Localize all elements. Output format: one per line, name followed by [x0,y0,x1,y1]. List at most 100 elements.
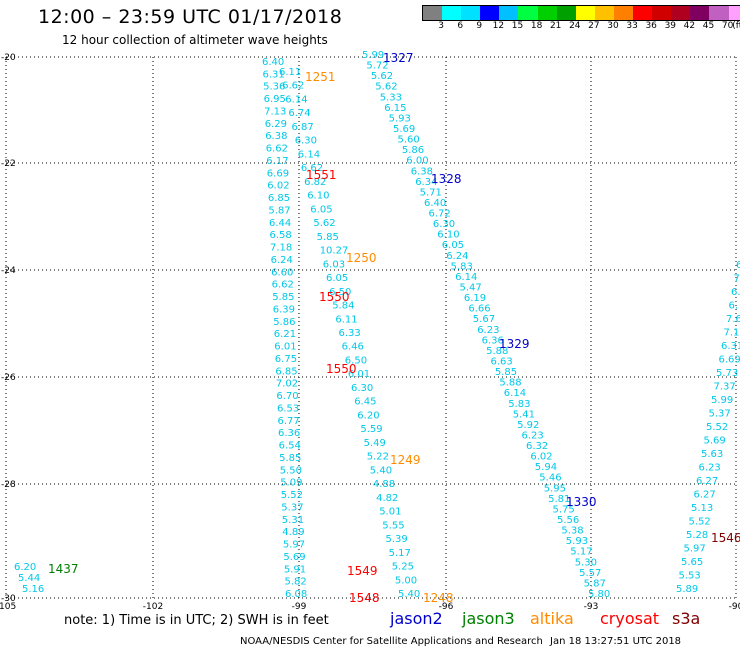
swh-value: 6.29 [265,119,287,130]
lat-label: -20 [1,53,16,63]
swh-value: 6.33 [339,328,361,339]
swh-value: 5.85 [272,292,294,303]
swh-value: 5.36 [263,82,285,93]
swh-value: 6.10 [307,191,329,202]
swh-value: 5.55 [382,520,404,531]
swh-value: 6.05 [310,204,332,215]
color-scale-label: 3 [438,21,444,31]
swh-value: 5.31 [282,515,304,526]
swh-value: 6.20 [357,410,379,421]
swh-value: 5.33 [380,92,402,103]
swh-value: 6.74 [288,108,310,119]
swh-value: 6.54 [279,441,301,452]
color-swatch [671,5,691,21]
color-scale-label: 39 [664,21,677,31]
swh-value: 5.46 [539,473,561,484]
swh-value: 5.72 [366,61,388,72]
units-note: note: 1) Time is in UTC; 2) SWH is in fe… [64,613,329,628]
swh-value: 5.89 [676,584,698,595]
lat-label: -28 [1,480,16,490]
lon-label: -105 [0,602,16,612]
swh-value: 4.82 [376,493,398,504]
swh-value: 5.01 [379,507,401,518]
swh-value: 5.84 [332,301,354,312]
swh-value: 5.95 [544,483,566,494]
swh-value: 5.85 [279,453,301,464]
swh-value: 5.37 [709,409,731,420]
swh-value: 6.24 [446,251,468,262]
swh-value: 6.85 [275,366,297,377]
swh-value: 5.75 [553,505,575,516]
pass-number-label: 1551 [306,168,337,182]
legend-item-jason2: jason2 [390,609,443,628]
swh-value: 6.40 [424,198,446,209]
swh-value: 6.23 [477,325,499,336]
color-scale-label: 15 [511,21,524,31]
swh-value: 5.44 [18,573,40,584]
lon-label: -90 [729,602,740,612]
swh-value: 6.39 [273,304,295,315]
swh-value: 7.13 [264,107,286,118]
swh-value: 6.85 [268,193,290,204]
pass-number-label: 1548 [349,591,380,605]
swh-value: 5.52 [689,517,711,528]
pass-number-label: 1550 [326,362,357,376]
swh-value: 6.36 [278,428,300,439]
color-scale-label: 12 [492,21,505,31]
color-swatch [422,5,443,21]
color-scale-label: 45 [702,21,715,31]
swh-value: 5.47 [460,283,482,294]
lat-label: -26 [1,373,16,383]
color-scale-label: 30 [607,21,619,31]
color-scale-label: 21 [549,21,562,31]
color-scale-label: 27 [588,21,600,31]
color-swatch [537,5,557,21]
swh-value: 6.21 [274,329,296,340]
swh-value: 7.6 [726,314,740,325]
swh-value: 5.50 [280,465,302,476]
swh-value: 6.14 [285,95,307,106]
swh-value: 6.72 [429,209,451,220]
swh-value: 4.89 [282,527,304,538]
swh-value: 5.40 [398,589,420,600]
legend-item-s3a: s3a [672,609,701,628]
swh-value: 6.01 [274,342,296,353]
swh-value: 5.40 [370,465,392,476]
swh-value: 6.62 [272,280,294,291]
swh-value: 7. [734,274,740,285]
color-swatch [633,5,653,21]
swh-value: 6.30 [351,383,373,394]
swh-value: 5.97 [684,544,706,555]
pass-number-label: 1251 [305,70,336,84]
swh-value: 5.25 [392,562,414,573]
swh-value: 6.66 [468,304,490,315]
swh-value: 6.30 [295,136,317,147]
swh-value: 6.63 [491,357,513,368]
swh-value: 5.69 [283,552,305,563]
swh-value: 6.15 [384,103,406,114]
swh-value: 6.77 [278,416,300,427]
swh-value: 5.30 [575,557,597,568]
lat-label: -22 [1,159,16,169]
swh-value: 6.58 [270,230,292,241]
pass-number-label: 1250 [346,251,377,265]
swh-value: 6.01 [348,369,370,380]
swh-value: 5.37 [281,502,303,513]
timestamp-text: Jan 18 13:27:51 UTC 2018 [550,636,682,647]
swh-value: 6.23 [522,431,544,442]
swh-value: 6.70 [276,391,298,402]
swh-value: 6.19 [464,293,486,304]
page-title: 12:00 – 23:59 UTC 01/17/2018 [38,6,343,28]
lat-label: -30 [1,594,16,604]
swh-value: 7.19 [724,328,740,339]
swh-value: 5.22 [367,452,389,463]
swh-value: 6.23 [699,463,721,474]
color-swatch [652,5,672,21]
swh-value: 6.38 [265,131,287,142]
lon-label: -93 [584,602,599,612]
swh-value: 6.20 [14,562,36,573]
swh-value: 5.00 [395,575,417,586]
swh-value: 5.53 [679,571,701,582]
pass-number-label: 1437 [48,562,79,576]
